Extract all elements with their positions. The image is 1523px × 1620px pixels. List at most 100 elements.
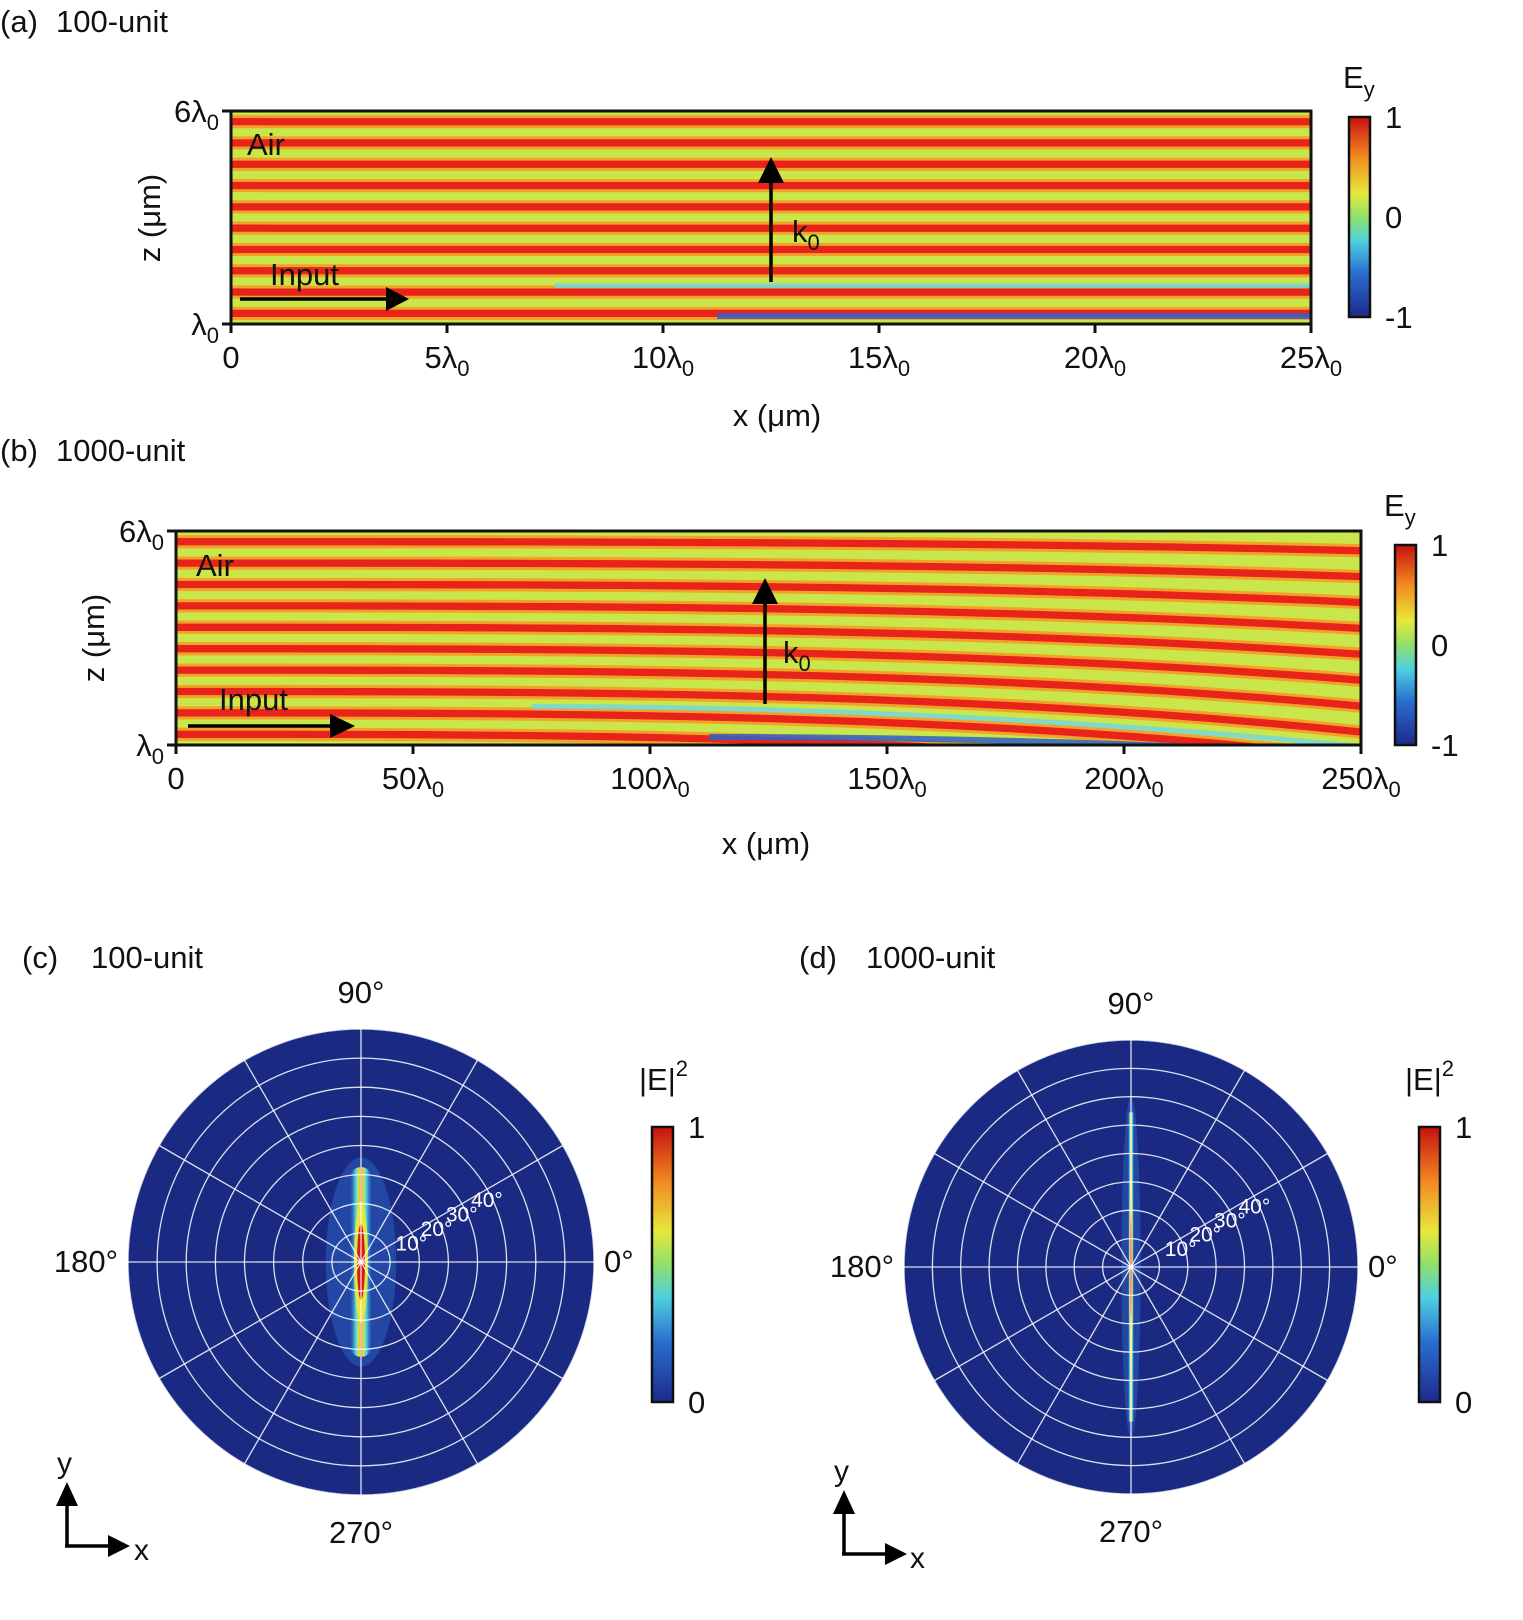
x-ticks-a: 0 5λ0 10λ0 15λ0 20λ0 25λ0 xyxy=(222,324,1342,381)
colorbar-ticks-b: 1 0 -1 xyxy=(1431,528,1459,763)
field-crest xyxy=(176,623,1361,658)
y-tick-label: λ0 xyxy=(191,307,219,348)
panel-d-title: 1000-unit xyxy=(866,940,996,975)
radial-label: 30° xyxy=(446,1203,478,1226)
radial-labels-c: 10°20°30°40° xyxy=(395,1189,502,1256)
colorbar-tick-label: 0 xyxy=(688,1385,705,1420)
x-tick-label: 200λ0 xyxy=(1084,761,1163,802)
y-tick-label: 6λ0 xyxy=(174,94,219,135)
colorbar-a xyxy=(1347,115,1372,319)
x-tick-label: 20λ0 xyxy=(1064,340,1126,381)
x-tick-label: 25λ0 xyxy=(1280,340,1342,381)
panel-a: (a) 100-unit 0 5λ0 10λ0 15λ0 20λ0 25λ0 λ06λ0 … xyxy=(0,4,1413,433)
region-label-b: Air xyxy=(196,548,234,583)
colorbar-c xyxy=(650,1125,675,1404)
y-ticks-b: λ0 6λ0 xyxy=(119,514,176,769)
panel-c: (c) 100-unit 10°20°30°40° 90°180° 0°270° … xyxy=(22,940,705,1567)
field-crest xyxy=(176,730,960,745)
colorbar-tick-label: 0 xyxy=(1455,1385,1472,1420)
colorbar-tick-label: 0 xyxy=(1385,200,1402,235)
x-tick-label: 10λ0 xyxy=(632,340,694,381)
x-tick-label: 100λ0 xyxy=(610,761,689,802)
coordinate-axes-d: y x xyxy=(833,1455,925,1575)
input-arrowhead-b xyxy=(330,714,355,738)
plot-frame-a xyxy=(229,109,1313,326)
field-crest xyxy=(176,602,1361,633)
y-tick-label: λ0 xyxy=(136,728,164,769)
angle-labels-d: 90° 180° 0° 270° xyxy=(830,986,1398,1549)
radial-label: 20° xyxy=(421,1218,453,1241)
x-tick-label: 250λ0 xyxy=(1321,761,1400,802)
polar-spoke xyxy=(158,1144,564,1380)
input-label-b: Input xyxy=(219,682,288,717)
heatmap-b xyxy=(176,531,1361,745)
angle-label: 180° xyxy=(54,1244,118,1279)
radial-label: 30° xyxy=(1214,1209,1246,1232)
angle-labels-c: 90° 180° 0° 270° xyxy=(54,975,634,1550)
y-arrowhead-d xyxy=(833,1490,855,1514)
y-arrowhead-c xyxy=(56,1482,78,1506)
colorbar-title-a: Ey xyxy=(1343,60,1375,102)
input-arrowhead-a xyxy=(386,287,409,311)
x-tick-label: 150λ0 xyxy=(847,761,926,802)
y-axis-letter-d: y xyxy=(834,1455,849,1488)
colorbar-title-d: |E|2 xyxy=(1405,1056,1454,1097)
x-tick-label: 0 xyxy=(222,340,239,375)
angle-label: 270° xyxy=(329,1515,393,1550)
panel-b-label: (b) xyxy=(0,433,38,468)
colorbar-tick-label: -1 xyxy=(1431,728,1459,763)
colorbar-b xyxy=(1393,543,1418,747)
panel-c-title: 100-unit xyxy=(91,940,203,975)
x-axis-letter-d: x xyxy=(910,1542,925,1575)
colorbar-title-c: |E|2 xyxy=(639,1056,688,1097)
colorbar-d xyxy=(1417,1125,1442,1404)
colorbar-tick-label: 1 xyxy=(688,1110,705,1145)
x-tick-label: 5λ0 xyxy=(425,340,470,381)
field-crest xyxy=(176,666,1361,710)
x-ticks-b: 0 50λ0 100λ0 150λ0 200λ0 250λ0 xyxy=(167,745,1401,802)
field-crest xyxy=(176,538,1361,555)
x-tick-label: 50λ0 xyxy=(382,761,444,802)
y-axis-letter-c: y xyxy=(57,1447,72,1480)
angle-label: 180° xyxy=(830,1249,894,1284)
x-axis-letter-c: x xyxy=(134,1534,149,1567)
angle-label: 90° xyxy=(1108,986,1155,1021)
x-axis-label-b: x (μm) xyxy=(722,826,810,861)
colorbar-tick-label: -1 xyxy=(1385,300,1413,335)
panel-b-title: 1000-unit xyxy=(56,433,186,468)
polar-grid-c xyxy=(128,1029,594,1495)
radial-label: 20° xyxy=(1189,1224,1221,1247)
panel-a-title: 100-unit xyxy=(56,4,168,39)
radial-labels-d: 10°20°30°40° xyxy=(1165,1195,1270,1261)
angle-label: 90° xyxy=(338,975,385,1010)
angle-label: 0° xyxy=(604,1244,634,1279)
y-tick-label: 6λ0 xyxy=(119,514,164,555)
surface-wave xyxy=(709,734,1220,745)
radial-label: 40° xyxy=(1238,1195,1270,1218)
panel-d: (d) 1000-unit 10°20°30°40° 90° 180° 0° 270°… xyxy=(799,940,1472,1575)
radial-label: 40° xyxy=(471,1189,503,1212)
panel-b: (b) 1000-unit 0 50λ0 100λ0 150λ0 200λ0 250λ0 … xyxy=(0,433,1459,861)
angle-label: 270° xyxy=(1099,1514,1163,1549)
x-tick-label: 0 xyxy=(167,761,184,796)
x-arrowhead-c xyxy=(108,1535,130,1557)
coordinate-axes-c: y x xyxy=(56,1447,149,1567)
wavevector-label-a: k0 xyxy=(792,214,820,255)
field-crest xyxy=(176,645,1361,684)
field-crest xyxy=(176,687,1361,736)
radial-label: 10° xyxy=(395,1232,427,1255)
field-crest xyxy=(176,709,1273,745)
wavevector-arrowhead-b xyxy=(752,578,778,604)
guided-wave xyxy=(531,703,1361,745)
colorbar-ticks-a: 1 0 -1 xyxy=(1385,100,1413,335)
y-ticks-a: λ0 6λ0 xyxy=(174,94,231,348)
colorbar-title-b: Ey xyxy=(1384,488,1416,530)
x-arrowhead-d xyxy=(885,1543,907,1565)
panel-a-label: (a) xyxy=(0,4,38,39)
colorbar-ticks-d: 10 xyxy=(1455,1110,1472,1420)
panel-d-label: (d) xyxy=(799,940,837,975)
plot-frame-b xyxy=(174,529,1363,747)
y-axis-label-b: z (μm) xyxy=(76,594,111,682)
y-axis-label-a: z (μm) xyxy=(132,174,167,262)
